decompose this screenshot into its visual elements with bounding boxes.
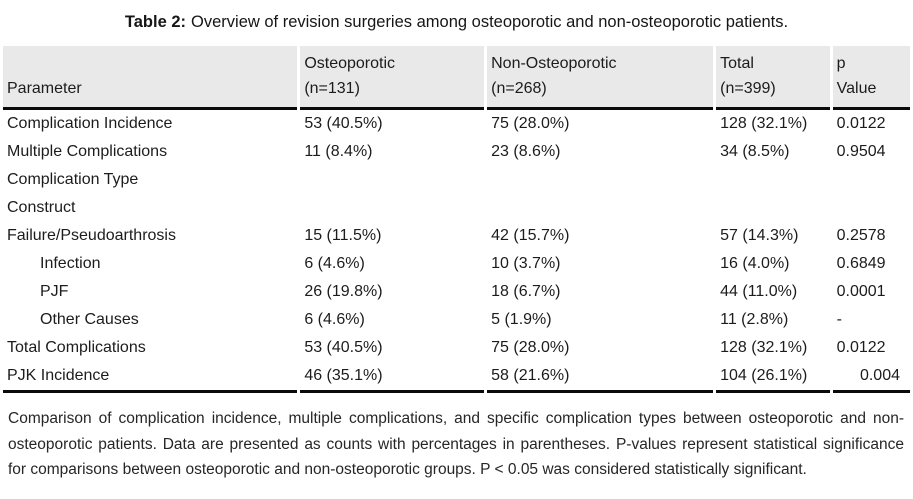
p-value-cell [833,194,910,222]
total-cell: 104 (26.1%) [716,362,830,393]
col-header-title: p [836,55,846,72]
osteoporotic-cell: 6 (4.6%) [304,255,365,272]
table-footnote: Comparison of complication incidence, mu… [8,410,904,478]
col-header-title: Parameter [7,80,82,97]
osteoporotic-cell: 15 (11.5%) [304,227,382,244]
total-cell: 44 (11.0%) [720,283,798,300]
table-row: Complication Incidence 53 (40.5%) 75 (28.0… [3,110,910,138]
p-value-cell: 0.6849 [836,255,886,272]
osteoporotic-cell: 46 (35.1%) [300,362,485,393]
non-osteoporotic-cell: 5 (1.9%) [491,311,552,328]
non-osteoporotic-cell: 75 (28.0%) [491,339,570,356]
table-row: PJK Incidence 46 (35.1%) 58 (21.6%) 104 (26… [3,362,910,393]
non-osteoporotic-cell [487,194,713,222]
col-header-non-osteoporotic: Non-Osteoporotic (n=268) [487,46,714,110]
p-value-cell: 0.004 [832,362,910,393]
total-cell: 128 (32.1%) [720,115,808,132]
parameter-cell: Infection [40,255,101,272]
parameter-cell: PJF [40,283,69,300]
non-osteoporotic-cell: 42 (15.7%) [491,227,570,244]
non-osteoporotic-cell: 23 (8.6%) [491,143,561,160]
table-row: Other Causes 6 (4.6%) 5 (1.9%) 11 (2.8%) - [3,306,910,334]
col-header-total: Total (n=399) [716,46,830,110]
table-body: Complication Incidence 53 (40.5%) 75 (28.0… [3,110,910,393]
p-value-cell: 0.0001 [836,283,886,300]
table-caption: Table 2: Overview of revision surgeries a… [0,0,913,33]
non-osteoporotic-cell: 18 (6.7%) [491,283,561,300]
total-cell: 11 (2.8%) [720,311,789,328]
osteoporotic-cell: 53 (40.5%) [304,115,383,132]
osteoporotic-cell: 6 (4.6%) [304,311,365,328]
data-table: Parameter Osteoporotic (n=131) Non-Osteo… [0,46,913,393]
parameter-cell: PJK Incidence [3,362,298,393]
non-osteoporotic-cell: 10 (3.7%) [491,255,561,272]
total-cell: 128 (32.1%) [720,339,808,356]
p-value-cell: - [836,311,842,328]
col-header-title: Osteoporotic [304,55,396,72]
parameter-cell: Total Complications [7,339,146,356]
total-cell [716,194,830,222]
osteoporotic-cell [300,166,484,194]
p-value-cell: 0.0122 [836,115,886,132]
parameter-cell: Multiple Complications [7,143,168,160]
col-header-title: Non-Osteoporotic [491,55,617,72]
header-row: Parameter Osteoporotic (n=131) Non-Osteo… [3,46,910,110]
total-cell: 57 (14.3%) [720,227,799,244]
table-row: Complication Type [3,166,910,194]
non-osteoporotic-cell: 75 (28.0%) [491,115,570,132]
p-value-cell: 0.9504 [836,143,886,160]
col-header-sub: Value [836,80,877,97]
total-cell: 16 (4.0%) [720,255,790,272]
col-header-title: Total [720,55,754,72]
table-caption-label: Table 2: [124,13,187,31]
parameter-cell: Other Causes [40,311,139,328]
table-caption-text: Overview of revision surgeries among ost… [191,13,789,31]
table-row: Infection 6 (4.6%) 10 (3.7%) 16 (4.0%) 0.684… [3,250,910,278]
non-osteoporotic-cell [487,166,713,194]
col-header-p-value: p Value [832,46,910,110]
col-header-sub: (n=268) [491,80,547,97]
table-row: Failure/Pseudoarthrosis 15 (11.5%) 42 (15.… [3,222,910,250]
table-row: Multiple Complications 11 (8.4%) 23 (8.6%)… [3,138,910,166]
total-cell [716,166,830,194]
table-row: Construct [3,194,910,222]
osteoporotic-cell: 26 (19.8%) [304,283,383,300]
osteoporotic-cell: 11 (8.4%) [304,143,373,160]
parameter-cell: Complication Type [7,171,139,188]
col-header-osteoporotic: Osteoporotic (n=131) [300,46,485,110]
table-row: Total Complications 53 (40.5%) 75 (28.0%) 1… [3,334,910,362]
osteoporotic-cell [300,194,484,222]
parameter-cell: Complication Incidence [7,115,173,132]
table-row: PJF 26 (19.8%) 18 (6.7%) 44 (11.0%) 0.0001 [3,278,910,306]
col-header-sub: (n=399) [720,80,776,97]
col-header-sub: (n=131) [304,80,360,97]
parameter-cell: Failure/Pseudoarthrosis [7,227,176,244]
col-header-parameter: Parameter [3,46,298,110]
total-cell: 34 (8.5%) [720,143,790,160]
parameter-cell: Construct [7,199,76,216]
non-osteoporotic-cell: 58 (21.6%) [487,362,714,393]
osteoporotic-cell: 53 (40.5%) [304,339,383,356]
p-value-cell [833,166,910,194]
p-value-cell: 0.2578 [836,227,886,244]
p-value-cell: 0.0122 [836,339,886,356]
